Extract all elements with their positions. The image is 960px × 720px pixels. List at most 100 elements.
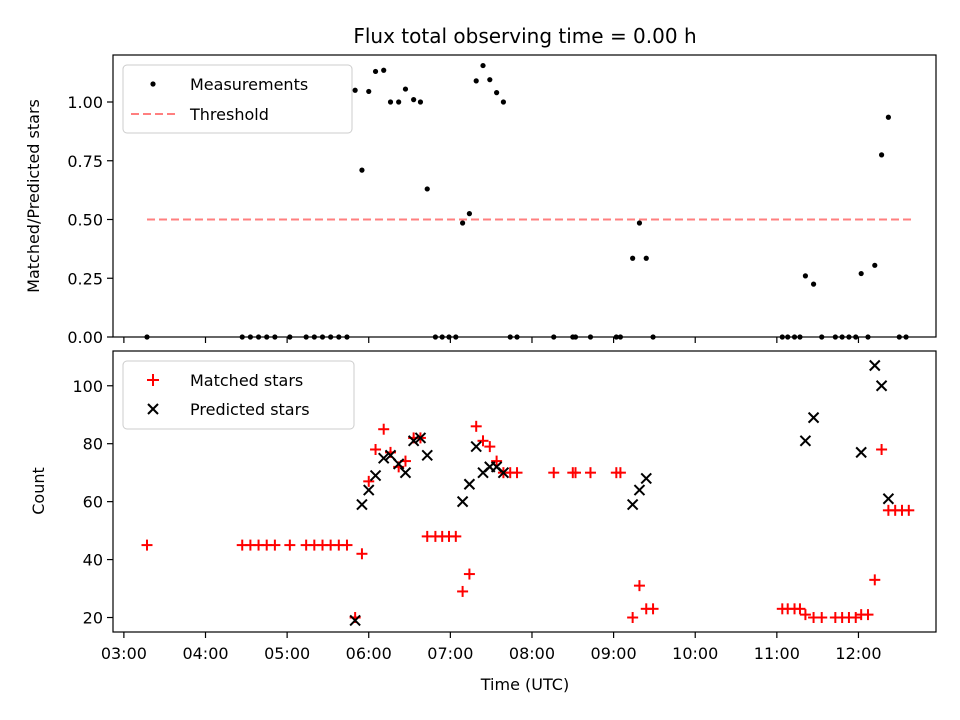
- measurements-point: [613, 334, 619, 340]
- measurements-point: [366, 88, 372, 95]
- measurements-point: [636, 220, 643, 226]
- matched-stars-point: [284, 539, 296, 551]
- matched-stars-point: [341, 539, 353, 551]
- x-tick-label: 12:00: [835, 644, 881, 663]
- x-tick-label: 07:00: [427, 644, 473, 663]
- measurements-point: [839, 334, 845, 340]
- legend-matched-stars-label: Matched stars: [190, 371, 303, 390]
- matched-stars-point: [794, 603, 806, 615]
- predicted-stars-point: [626, 498, 639, 511]
- matched-stars-point: [356, 548, 368, 560]
- matched-stars-point: [862, 609, 874, 621]
- predicted-stars-point: [875, 380, 888, 392]
- matched-stars-point: [799, 609, 811, 621]
- predicted-stars-point: [456, 495, 469, 508]
- top-y-axis: 0.00 0.25 0.50 0.75 1.00: [67, 93, 113, 347]
- top-y-tick-label: 1.00: [67, 93, 103, 112]
- measurements-point: [587, 334, 594, 340]
- measurements-point: [255, 334, 262, 340]
- predicted-stars-point: [369, 469, 382, 482]
- measurements-point: [802, 273, 809, 279]
- matched-stars-point: [463, 568, 475, 580]
- top-legend: Measurements Threshold: [122, 64, 353, 134]
- measurements-point: [494, 90, 500, 96]
- top-y-tick-label: 0.50: [67, 211, 103, 230]
- measurements-point: [500, 99, 507, 105]
- measurements-point: [144, 334, 150, 340]
- matched-stars-point: [141, 539, 153, 551]
- x-tick-label: 10:00: [672, 644, 718, 663]
- measurements-point: [344, 334, 350, 340]
- measurements-point: [453, 334, 459, 340]
- measurements-point: [402, 86, 409, 92]
- matched-stars-point: [816, 612, 828, 624]
- measurements-point: [507, 334, 513, 340]
- matched-stars-point: [484, 441, 496, 453]
- x-tick-label: 06:00: [346, 644, 392, 663]
- bottom-panel: 20 40 60 80 100 03:00 04:00 05:00 06:00 07:00 08:…: [29, 350, 937, 694]
- legend-measurements-label: Measurements: [190, 75, 308, 94]
- legend-threshold-label: Threshold: [189, 105, 269, 124]
- measurements-point: [643, 255, 649, 261]
- measurements-point: [396, 99, 402, 105]
- x-tick-label: 03:00: [101, 644, 147, 663]
- predicted-stars-point: [377, 452, 390, 464]
- measurements-point: [328, 334, 334, 340]
- bottom-plot-marks: [141, 359, 915, 627]
- matched-stars-point: [584, 467, 596, 479]
- bottom-y-tick-label: 20: [83, 609, 103, 628]
- predicted-stars-point: [882, 493, 895, 505]
- measurements-point: [460, 220, 466, 226]
- predicted-stars-point: [470, 440, 482, 453]
- top-y-tick-label: 0.75: [67, 152, 103, 171]
- measurements-point: [336, 334, 342, 340]
- predicted-stars-point: [633, 484, 646, 496]
- measurements-point: [514, 334, 520, 340]
- measurements-point: [239, 334, 245, 340]
- predicted-stars-point: [356, 498, 368, 511]
- predicted-stars-point: [799, 435, 812, 447]
- measurements-point: [650, 334, 656, 340]
- measurements-point: [551, 334, 557, 340]
- matched-stars-point: [477, 435, 489, 447]
- measurements-point: [630, 255, 636, 261]
- bottom-x-axis: 03:00 04:00 05:00 06:00 07:00 08:00 09:00 10:00…: [101, 632, 882, 663]
- measurements-point: [264, 334, 270, 340]
- measurements-point: [446, 334, 452, 340]
- measurements-point: [466, 211, 473, 217]
- matched-stars-point: [269, 539, 281, 551]
- predicted-stars-point: [414, 432, 427, 444]
- measurements-point: [381, 67, 387, 73]
- bottom-y-tick-label: 100: [72, 377, 103, 396]
- bottom-y-tick-label: 80: [83, 435, 103, 454]
- predicted-stars-point: [855, 446, 867, 459]
- x-tick-label: 11:00: [754, 644, 800, 663]
- legend-predicted-stars-label: Predicted stars: [190, 400, 310, 419]
- bottom-y-axis-label: Count: [29, 467, 48, 515]
- measurements-point: [359, 167, 365, 173]
- predicted-stars-point: [463, 478, 476, 490]
- measurements-point: [846, 334, 852, 340]
- measurements-point: [319, 334, 326, 340]
- measurements-point: [617, 334, 624, 340]
- measurements-point: [785, 334, 791, 340]
- measurements-point: [247, 334, 253, 340]
- measurements-point: [372, 68, 379, 75]
- top-panel: 0.00 0.25 0.50 0.75 1.00 Matched/Predicted s…: [24, 54, 937, 347]
- measurements-point: [480, 62, 486, 69]
- legend-predicted-stars-marker: [147, 403, 159, 415]
- measurements-point: [896, 334, 902, 340]
- measurements-point: [311, 334, 317, 340]
- top-y-axis-label: Matched/Predicted stars: [24, 99, 43, 293]
- bottom-y-axis: 20 40 60 80 100: [72, 377, 113, 628]
- matched-stars-point: [370, 443, 382, 455]
- matched-stars-point: [363, 475, 375, 487]
- legend-measurements-marker: [150, 81, 156, 87]
- predicted-stars-point: [640, 472, 652, 485]
- predicted-stars-point: [399, 466, 412, 479]
- matched-stars-point: [627, 612, 639, 624]
- measurements-point: [819, 334, 825, 340]
- matched-stars-point: [570, 467, 582, 479]
- bottom-y-tick-label: 40: [83, 551, 103, 570]
